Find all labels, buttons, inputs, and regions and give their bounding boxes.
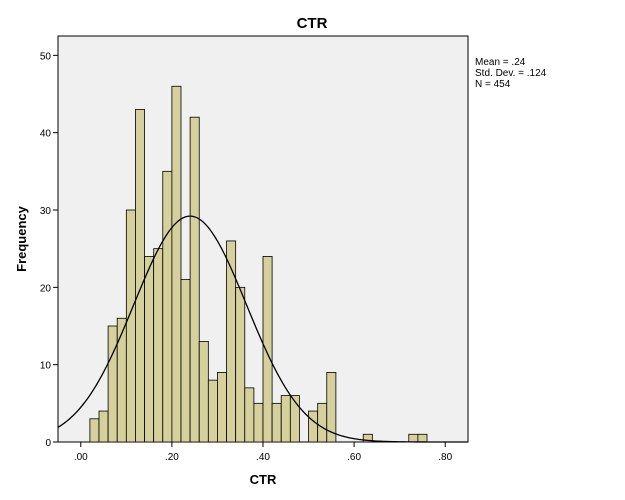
histogram-bar: [189, 116, 200, 443]
histogram-bar: [326, 371, 337, 443]
histogram-bar: [408, 433, 419, 443]
x-tick-label: .60: [347, 452, 361, 463]
histogram-bar: [135, 109, 145, 443]
y-tick-label: 10: [40, 361, 52, 372]
histogram-bar: [98, 410, 109, 443]
histogram-bar: [180, 279, 191, 443]
x-tick-label: .20: [165, 452, 179, 463]
histogram-bar: [235, 286, 246, 443]
bars-group: [89, 85, 428, 443]
histogram-bar: [262, 255, 273, 443]
x-axis: .00 .20 .40 .60 .80: [74, 442, 453, 463]
histogram-bar: [317, 402, 328, 443]
histogram-bar: [226, 240, 237, 443]
histogram-bar: [217, 371, 227, 443]
histogram-bar: [362, 433, 373, 443]
y-tick-label: 0: [45, 438, 51, 449]
histogram-bar: [125, 209, 136, 443]
x-axis-label: CTR: [250, 472, 277, 487]
x-tick-label: .80: [438, 452, 452, 463]
x-tick-label: .40: [256, 452, 270, 463]
histogram-bar: [162, 170, 173, 443]
y-tick-label: 40: [40, 129, 52, 140]
histogram-bar: [308, 410, 319, 443]
histogram-bar: [153, 248, 164, 443]
stats-n: N = 454: [475, 79, 511, 90]
y-tick-label: 20: [40, 283, 52, 294]
stats-box: Mean = .24 Std. Dev. = .124 N = 454: [475, 57, 547, 90]
chart-title: CTR: [297, 15, 328, 32]
y-axis-label: Frequency: [14, 205, 29, 272]
histogram-bar: [271, 402, 282, 443]
histogram-bar: [207, 379, 218, 443]
histogram-bar: [116, 317, 127, 443]
histogram-bar: [107, 325, 118, 443]
histogram-bar: [280, 395, 291, 443]
histogram-bar: [198, 341, 209, 443]
y-tick-label: 30: [40, 206, 52, 217]
histogram-bar: [144, 255, 155, 443]
stats-std-dev: Std. Dev. = .124: [475, 68, 547, 79]
histogram-bar: [244, 387, 255, 443]
x-tick-label: .00: [74, 452, 88, 463]
y-axis: 0 10 20 30 40 50: [40, 51, 58, 449]
histogram-bar: [171, 85, 182, 443]
histogram-bar: [417, 433, 428, 443]
histogram-bar: [89, 418, 100, 443]
histogram-bar: [253, 402, 264, 443]
y-tick-label: 50: [40, 51, 52, 62]
normal-curve: [57, 215, 468, 443]
stats-mean: Mean = .24: [475, 57, 526, 68]
histogram-bar: [289, 395, 300, 443]
